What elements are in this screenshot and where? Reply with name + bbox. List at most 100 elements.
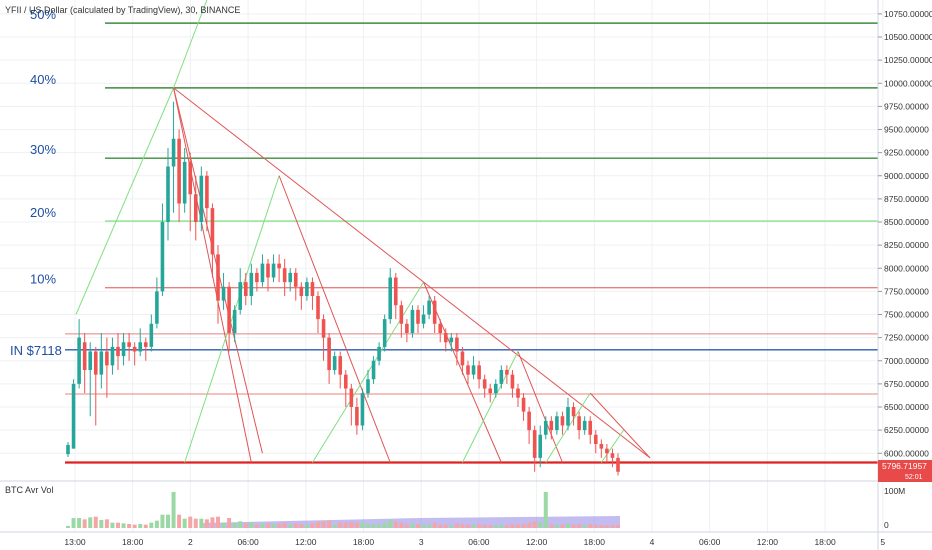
candle-body	[460, 351, 465, 366]
candle-body	[171, 138, 176, 167]
volume-bar	[304, 524, 309, 528]
fan-line	[184, 175, 280, 463]
candle-body	[116, 346, 120, 357]
volume-bar	[493, 525, 498, 528]
volume-bar	[443, 524, 448, 528]
candle-body	[299, 286, 304, 296]
volume-bar	[138, 524, 143, 528]
candle-body	[199, 175, 204, 222]
volume-bar	[227, 518, 232, 528]
time-tick-label: 3	[419, 537, 424, 547]
volume-bar	[271, 524, 276, 528]
volume-bar	[582, 525, 587, 528]
volume-bar	[360, 522, 365, 528]
volume-bar	[282, 522, 287, 528]
time-tick-label: 5	[880, 537, 885, 547]
fib-trend-line	[173, 0, 208, 89]
volume-bar	[343, 522, 348, 528]
volume-bar	[388, 520, 393, 528]
candle-body	[143, 342, 148, 347]
time-axis[interactable]: 13:00 18:00 2 06:00 12:00 18:00 3 06:00 12:00 18:…	[64, 537, 885, 547]
candle-body	[577, 416, 581, 431]
price-tick-label: 9250.00000	[884, 148, 929, 158]
candle-body	[538, 434, 543, 458]
candle-body	[566, 407, 570, 426]
volume-bar	[477, 524, 482, 528]
candle-body	[293, 272, 298, 287]
level-label: 30%	[30, 142, 56, 157]
candle-body	[232, 309, 237, 333]
candle-body	[77, 337, 81, 384]
price-tick-label: 6000.00000	[884, 448, 929, 458]
volume-bar	[288, 524, 293, 528]
volume-bar	[404, 524, 409, 528]
price-tick-label: 7250.00000	[884, 333, 929, 343]
volume-bar	[327, 520, 332, 528]
price-tick-label: 10000.00000	[884, 78, 932, 88]
volume-bar	[177, 514, 182, 528]
candle-body	[588, 420, 593, 435]
volume-bar	[260, 523, 265, 528]
candle-body	[99, 351, 104, 375]
volume-bar	[166, 514, 170, 528]
volume-bar	[371, 524, 376, 528]
price-axis[interactable]: 10750.00000 10500.00000 10250.00000 10000.0…	[878, 9, 932, 530]
fan-line	[600, 429, 624, 463]
price-tick-label: 10750.00000	[884, 9, 932, 19]
volume-bar	[143, 524, 148, 528]
fan-line	[461, 351, 519, 463]
chart-title: YFII / US Dollar (calculated by TradingV…	[5, 5, 240, 15]
volume-bar	[482, 524, 487, 528]
volume-bar	[566, 523, 570, 528]
resistance-trend-line	[173, 87, 651, 459]
volume-bar	[332, 524, 337, 528]
time-tick-label: 4	[650, 537, 655, 547]
candle-body	[571, 407, 576, 417]
candle-body	[82, 342, 87, 370]
volume-bar	[238, 521, 243, 528]
candle-body	[88, 351, 93, 370]
level-labels: 50% 40% 30% 20% 10% IN $7118	[10, 7, 62, 358]
candle-body	[310, 282, 315, 296]
candle-body	[305, 282, 309, 296]
volume-bar	[321, 521, 326, 528]
candle-body	[399, 305, 404, 324]
volume-bar	[432, 522, 437, 528]
price-tick-label: 10500.00000	[884, 32, 932, 42]
time-tick-label: 18:00	[584, 537, 606, 547]
volume-bar	[221, 522, 226, 528]
candle-body	[177, 138, 181, 204]
candle-body	[332, 356, 337, 370]
last-price-tag: 5796.71957 52:01	[878, 460, 932, 482]
volume-bar	[277, 524, 282, 528]
price-tick-label: 6250.00000	[884, 425, 929, 435]
volume-bar	[121, 523, 126, 528]
price-tick-label: 7750.00000	[884, 286, 929, 296]
candle-body	[616, 457, 620, 472]
level-label: 20%	[30, 205, 56, 220]
volume-bar	[82, 519, 87, 528]
candle-body	[188, 161, 193, 195]
candle-body	[149, 323, 154, 347]
candle-body	[349, 388, 354, 407]
volume-panel	[66, 492, 620, 528]
volume-bar	[599, 525, 604, 528]
level-lines	[65, 22, 878, 464]
last-price-countdown: 52:01	[905, 474, 923, 481]
candle-body	[377, 346, 381, 361]
volume-bar	[299, 524, 304, 528]
volume-bar	[338, 522, 343, 528]
volume-bar	[310, 523, 315, 528]
candle-body	[127, 342, 131, 347]
candle-body	[227, 286, 231, 333]
volume-bar	[616, 524, 620, 528]
volume-bar	[127, 524, 132, 528]
price-tick-label: 7500.00000	[884, 310, 929, 320]
candle-body	[360, 393, 365, 426]
candle-body	[516, 388, 520, 398]
candle-body	[466, 365, 470, 375]
candle-body	[166, 166, 170, 222]
candle-body	[355, 407, 359, 426]
volume-bar	[543, 492, 548, 528]
